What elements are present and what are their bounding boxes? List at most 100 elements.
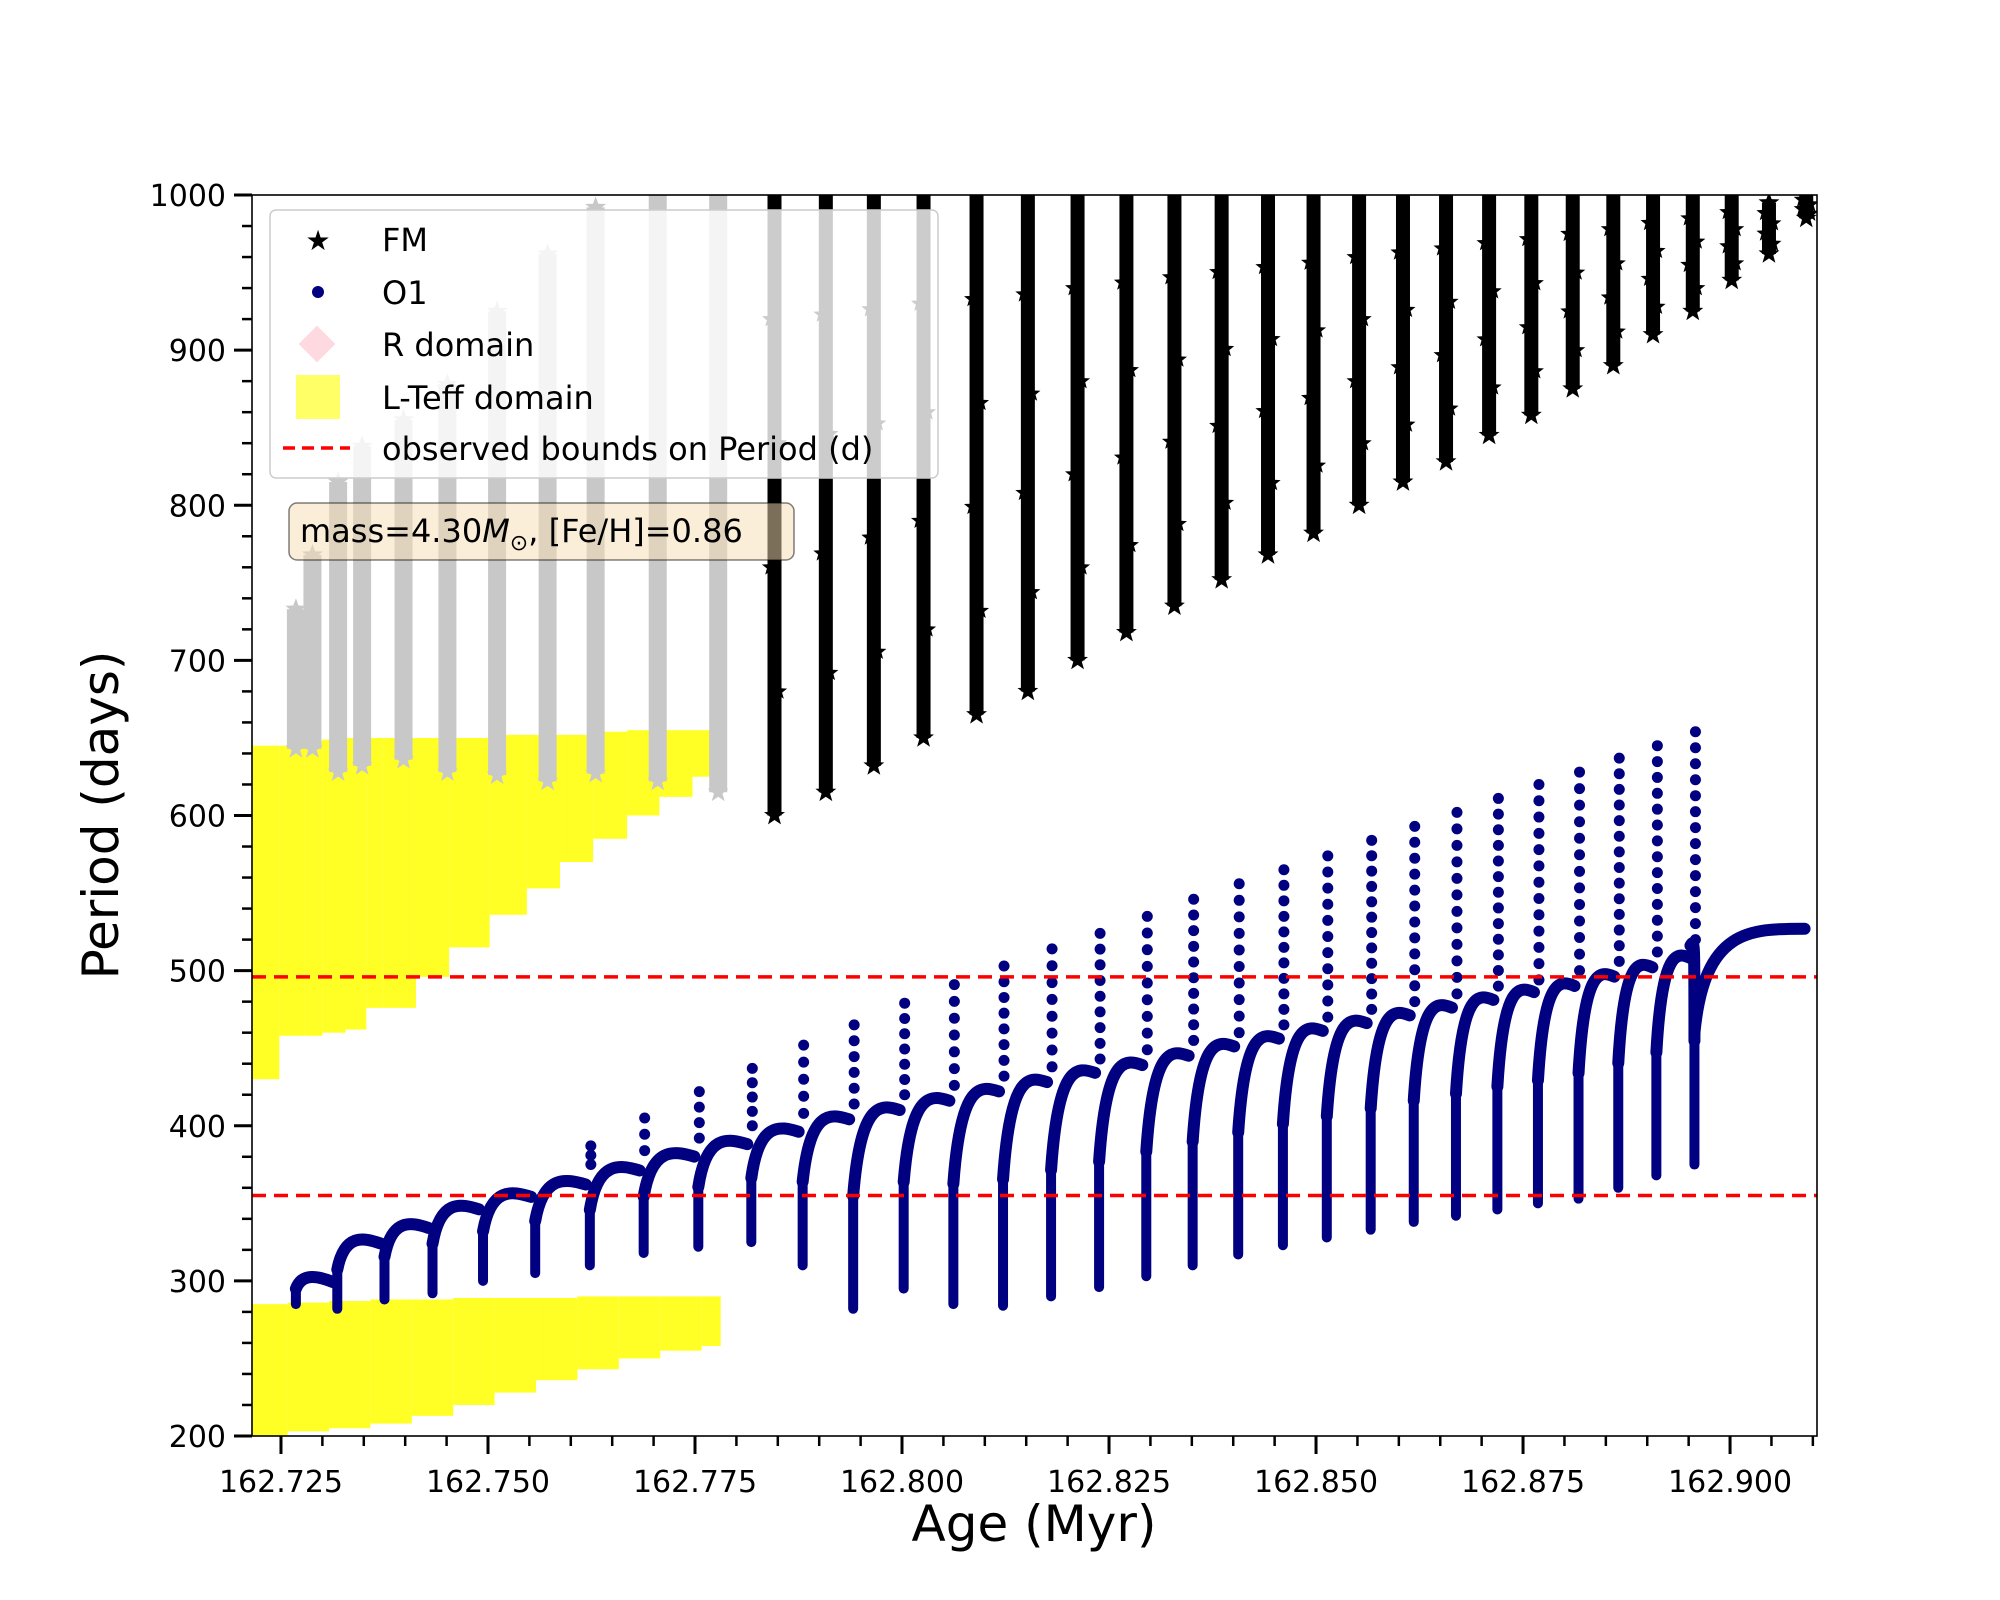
fm-point (1073, 372, 1091, 389)
o1-point (1366, 834, 1378, 846)
o1-point (1451, 856, 1463, 868)
o1-point (1613, 830, 1625, 842)
fm-point (1719, 203, 1737, 220)
o1-point (1492, 871, 1504, 883)
o1-point (1613, 862, 1625, 874)
o1-point (948, 1012, 960, 1024)
o1-point (1046, 960, 1058, 972)
fm-point (1688, 232, 1706, 249)
legend: ★ FM O1 R domain L-Teff domain observed … (269, 209, 939, 479)
fm-range (1646, 195, 1661, 335)
fm-point (1526, 362, 1544, 379)
o1-point (585, 1149, 597, 1161)
o1-point (1651, 883, 1663, 895)
o1-point (1613, 940, 1625, 952)
o1-point (1689, 870, 1701, 882)
y-tick-label: 600 (169, 800, 226, 835)
o1-point (1613, 877, 1625, 889)
o1-point (1278, 1019, 1290, 1031)
o1-point (1322, 882, 1334, 894)
l-teff-block (536, 1297, 578, 1381)
o1-point (1651, 914, 1663, 926)
o1-point (998, 1070, 1010, 1082)
fm-point (764, 804, 785, 825)
fm-point (1261, 195, 1275, 204)
fm-point (1727, 254, 1745, 271)
o1-point (948, 1079, 960, 1091)
y-tick-label: 800 (169, 489, 226, 524)
o1-point (948, 995, 960, 1007)
o1-point (1613, 908, 1625, 920)
fm-point (966, 703, 987, 724)
fm-point (917, 195, 930, 204)
o1-point (1094, 959, 1106, 971)
l-teff-block (279, 745, 305, 1036)
fm-point (1346, 248, 1364, 265)
o1-point (899, 1012, 911, 1024)
o1-point (1574, 832, 1586, 844)
o1-arc (1320, 1014, 1373, 1123)
y-tick-label: 500 (169, 955, 226, 990)
fm-point (813, 544, 831, 561)
fm-range (286, 609, 305, 749)
legend-r-domain-label: R domain (382, 326, 534, 364)
fm-point (327, 471, 349, 491)
o1-point (1322, 898, 1334, 910)
fm-point (821, 663, 839, 681)
l-teff-block (322, 739, 346, 1033)
o1-point (798, 1090, 810, 1102)
fm-range (1524, 195, 1539, 416)
o1-point (1188, 972, 1200, 984)
l-teff-block (382, 737, 416, 1008)
o1-point (1094, 1053, 1106, 1065)
o1-point (1574, 932, 1586, 944)
o1-point (1233, 977, 1245, 989)
o1-point (1046, 943, 1058, 955)
o1-point (1094, 943, 1106, 955)
fm-point (711, 195, 725, 204)
o1-point (1233, 960, 1245, 972)
legend-o1-marker (312, 286, 324, 298)
fm-point (1309, 321, 1327, 338)
plot-area (252, 195, 1817, 1436)
fm-point (1211, 568, 1233, 589)
o1-point (798, 1107, 810, 1119)
fm-point (1346, 372, 1364, 389)
o1-point (693, 1101, 705, 1113)
o1-point (1574, 849, 1586, 861)
o1-point (1613, 955, 1625, 967)
o1-point (1046, 1010, 1058, 1022)
fm-point (1602, 354, 1624, 375)
x-tick-label: 162.775 (633, 1465, 757, 1500)
o1-point (1046, 1061, 1058, 1073)
o1-point (1366, 865, 1378, 877)
fm-point (1441, 399, 1459, 416)
o1-point (1451, 938, 1463, 950)
fm-point (1071, 195, 1084, 204)
legend-fm-label: FM (382, 221, 428, 259)
l-teff-block (701, 1296, 721, 1347)
fm-point (1478, 424, 1500, 445)
o1-point (1141, 960, 1153, 972)
o1-point (1651, 771, 1663, 783)
o1-point (1574, 799, 1586, 811)
fm-point (1257, 543, 1279, 564)
o1-point (1492, 792, 1504, 804)
o1-point (1141, 994, 1153, 1006)
o1-point (1689, 934, 1701, 946)
o1-point (998, 1007, 1010, 1019)
o1-point (848, 1019, 860, 1031)
fm-point (919, 620, 937, 637)
o1-point (1451, 955, 1463, 967)
fm-point (1441, 292, 1459, 309)
o1-point (1188, 1034, 1200, 1046)
fm-point (1301, 253, 1319, 270)
fm-point (1721, 269, 1743, 290)
o1-point (1651, 787, 1663, 799)
o1-point (1574, 965, 1586, 977)
o1-arc (745, 1122, 805, 1185)
fm-point (537, 770, 559, 791)
fm-point (1021, 195, 1035, 204)
o1-point (1322, 914, 1334, 926)
fm-point (1209, 262, 1227, 280)
